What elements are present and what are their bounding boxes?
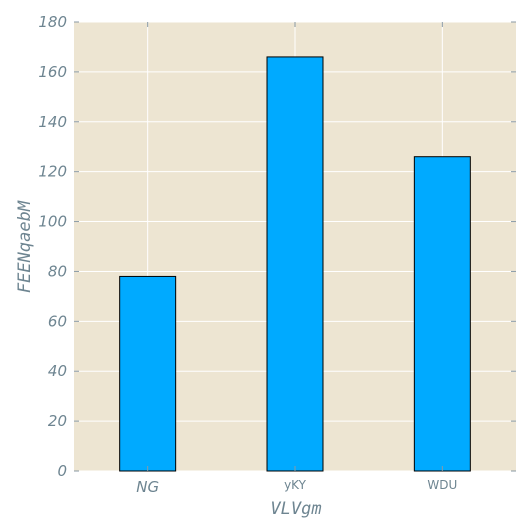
bars <box>119 56 471 472</box>
bar-WDU <box>413 156 471 472</box>
bar-yKY <box>266 56 324 472</box>
y-tick-label: 120 <box>38 163 67 181</box>
x-tick-label: yKY <box>284 478 307 492</box>
y-axis-ticks: 0 20 40 60 80 100 120 140 160 180 <box>38 13 516 480</box>
x-tick-label: NG <box>136 478 159 496</box>
x-axis-ticks: NG yKY WDU <box>136 22 457 496</box>
y-tick-label: 20 <box>48 412 67 430</box>
y-axis-title: FEENqaebM <box>15 200 35 293</box>
y-tick-label: 100 <box>38 213 67 231</box>
x-axis-title: VLVgm <box>270 499 321 519</box>
y-tick-label: 60 <box>48 312 67 330</box>
y-tick-label: 140 <box>38 113 67 131</box>
y-tick-label: 180 <box>38 13 67 31</box>
y-tick-label: 0 <box>57 462 67 480</box>
y-tick-label: 160 <box>38 63 67 81</box>
bar-NG <box>119 275 177 472</box>
x-tick-label: WDU <box>427 478 457 492</box>
y-tick-label: 80 <box>48 262 67 280</box>
y-tick-label: 40 <box>48 362 67 380</box>
